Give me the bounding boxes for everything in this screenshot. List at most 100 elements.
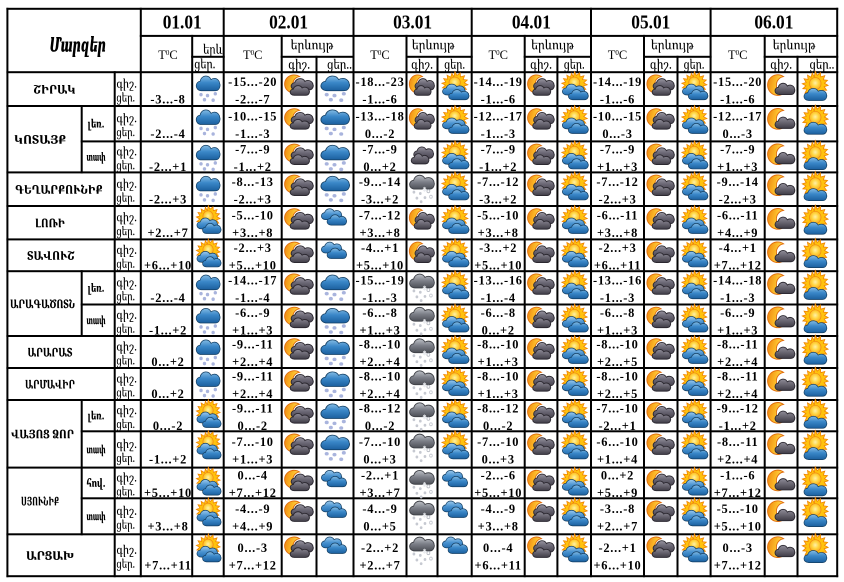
svg-text:+7...+12: +7...+12 (714, 486, 762, 500)
svg-text:-9...-11: -9...-11 (232, 338, 273, 352)
svg-text:03.01: 03.01 (393, 11, 432, 33)
svg-text:-8...-12: -8...-12 (477, 401, 519, 415)
svg-text:0...-3: 0...-3 (238, 541, 268, 555)
svg-text:-18...-23: -18...-23 (355, 75, 404, 89)
svg-text:+3...+7: +3...+7 (359, 486, 400, 500)
svg-text:+3...+8: +3...+8 (359, 226, 400, 240)
svg-text:T0C: T0C (243, 48, 262, 62)
svg-text:-3...-8: -3...-8 (150, 92, 185, 106)
svg-text:-1...-6: -1...-6 (600, 92, 635, 106)
svg-text:-6...-9: -6...-9 (235, 306, 270, 320)
svg-text:+3...+8: +3...+8 (478, 226, 519, 240)
svg-text:-4...+1: -4...+1 (361, 241, 399, 255)
svg-text:+1...+3: +1...+3 (597, 323, 638, 337)
svg-text:-1...-3: -1...-3 (235, 127, 270, 141)
svg-text:0...-2: 0...-2 (365, 127, 395, 141)
svg-text:-6...-9: -6...-9 (720, 306, 755, 320)
svg-text:-7...-10: -7...-10 (359, 435, 401, 449)
svg-text:+2...+4: +2...+4 (232, 387, 273, 401)
svg-text:-10...-15: -10...-15 (228, 109, 277, 123)
svg-text:+3...+8: +3...+8 (478, 520, 519, 534)
svg-text:-7...-10: -7...-10 (232, 435, 274, 449)
svg-text:-7...-9: -7...-9 (235, 143, 270, 157)
svg-text:-2...-7: -2...-7 (235, 92, 270, 106)
svg-text:0...-4: 0...-4 (483, 541, 513, 555)
svg-text:-2...+1: -2...+1 (598, 541, 636, 555)
svg-text:+3...+8: +3...+8 (597, 226, 638, 240)
svg-text:-6...-8: -6...-8 (362, 306, 397, 320)
svg-text:-15...-19: -15...-19 (355, 274, 404, 288)
svg-text:-5...-10: -5...-10 (477, 208, 519, 222)
svg-text:0...-2: 0...-2 (238, 419, 268, 433)
svg-text:-4...-9: -4...-9 (481, 502, 516, 516)
svg-text:+2...+7: +2...+7 (147, 226, 188, 240)
svg-text:-6...-11: -6...-11 (717, 208, 758, 222)
svg-text:06.01: 06.01 (754, 11, 793, 33)
svg-text:-13...-16: -13...-16 (593, 274, 642, 288)
svg-text:-8...-11: -8...-11 (717, 435, 758, 449)
svg-text:0...-2: 0...-2 (365, 419, 395, 433)
svg-text:0...+2: 0...+2 (601, 469, 634, 483)
svg-text:-1...-3: -1...-3 (481, 127, 516, 141)
svg-text:T0C: T0C (728, 48, 747, 62)
svg-text:-1...-3: -1...-3 (362, 291, 397, 305)
svg-text:+4...+9: +4...+9 (717, 226, 758, 240)
svg-text:-1...+2: -1...+2 (479, 160, 517, 174)
svg-text:-13...-16: -13...-16 (474, 274, 523, 288)
svg-text:+1...+3: +1...+3 (717, 160, 758, 174)
svg-text:-1...-4: -1...-4 (235, 291, 270, 305)
svg-text:-8...-10: -8...-10 (596, 338, 638, 352)
svg-text:+2...+4: +2...+4 (232, 355, 273, 369)
svg-text:0...+3: 0...+3 (482, 453, 515, 467)
svg-text:-8...-10: -8...-10 (596, 370, 638, 384)
svg-text:-4...-9: -4...-9 (362, 502, 397, 516)
svg-text:0...+3: 0...+3 (363, 453, 396, 467)
svg-text:0...-3: 0...-3 (723, 127, 753, 141)
svg-text:+1...+3: +1...+3 (232, 453, 273, 467)
svg-text:-7...-10: -7...-10 (477, 435, 519, 449)
svg-text:0...+2: 0...+2 (363, 160, 396, 174)
svg-text:-6...-11: -6...-11 (597, 208, 638, 222)
svg-text:-1...+2: -1...+2 (149, 453, 187, 467)
svg-text:-9...-11: -9...-11 (232, 401, 273, 415)
svg-text:-2...+3: -2...+3 (598, 192, 636, 206)
svg-text:0...-3: 0...-3 (723, 541, 753, 555)
svg-text:-14...-17: -14...-17 (228, 274, 277, 288)
svg-text:+5...+10: +5...+10 (714, 520, 762, 534)
svg-text:-2...+1: -2...+1 (361, 469, 399, 483)
svg-text:+1...+3: +1...+3 (359, 323, 400, 337)
svg-text:-6...-8: -6...-8 (481, 306, 516, 320)
svg-text:-15...-20: -15...-20 (713, 75, 762, 89)
svg-text:0...+2: 0...+2 (482, 323, 515, 337)
svg-text:-4...+1: -4...+1 (719, 241, 757, 255)
svg-text:-7...-12: -7...-12 (359, 208, 401, 222)
svg-text:+7...+12: +7...+12 (714, 559, 762, 573)
svg-text:-2...+3: -2...+3 (149, 192, 187, 206)
svg-text:-7...-9: -7...-9 (362, 143, 397, 157)
svg-text:-2...-4: -2...-4 (150, 291, 185, 305)
svg-text:-2...+2: -2...+2 (361, 541, 399, 555)
svg-text:-14...-19: -14...-19 (474, 75, 523, 89)
svg-text:-14...-19: -14...-19 (593, 75, 642, 89)
svg-text:-8...-10: -8...-10 (477, 370, 519, 384)
svg-text:-2...-4: -2...-4 (150, 127, 185, 141)
svg-text:+5...+10: +5...+10 (474, 486, 522, 500)
svg-text:-2...+1: -2...+1 (149, 160, 187, 174)
svg-text:+2...+4: +2...+4 (717, 355, 758, 369)
svg-text:-8...-11: -8...-11 (717, 370, 758, 384)
svg-text:-12...-17: -12...-17 (713, 109, 762, 123)
svg-text:-3...+2: -3...+2 (479, 241, 517, 255)
svg-text:-8...-10: -8...-10 (477, 338, 519, 352)
svg-text:-1...-6: -1...-6 (362, 92, 397, 106)
svg-text:+7...+12: +7...+12 (229, 486, 277, 500)
svg-text:+5...+9: +5...+9 (597, 486, 638, 500)
svg-text:-1...+2: -1...+2 (719, 419, 757, 433)
svg-text:-2...-6: -2...-6 (481, 469, 516, 483)
svg-text:-12...-17: -12...-17 (474, 109, 523, 123)
svg-text:01.01: 01.01 (163, 11, 202, 33)
svg-text:-8...-10: -8...-10 (359, 338, 401, 352)
svg-text:-1...-4: -1...-4 (481, 291, 516, 305)
svg-text:-2...+3: -2...+3 (719, 192, 757, 206)
svg-text:0...+2: 0...+2 (151, 387, 184, 401)
svg-text:+2...+5: +2...+5 (597, 387, 638, 401)
